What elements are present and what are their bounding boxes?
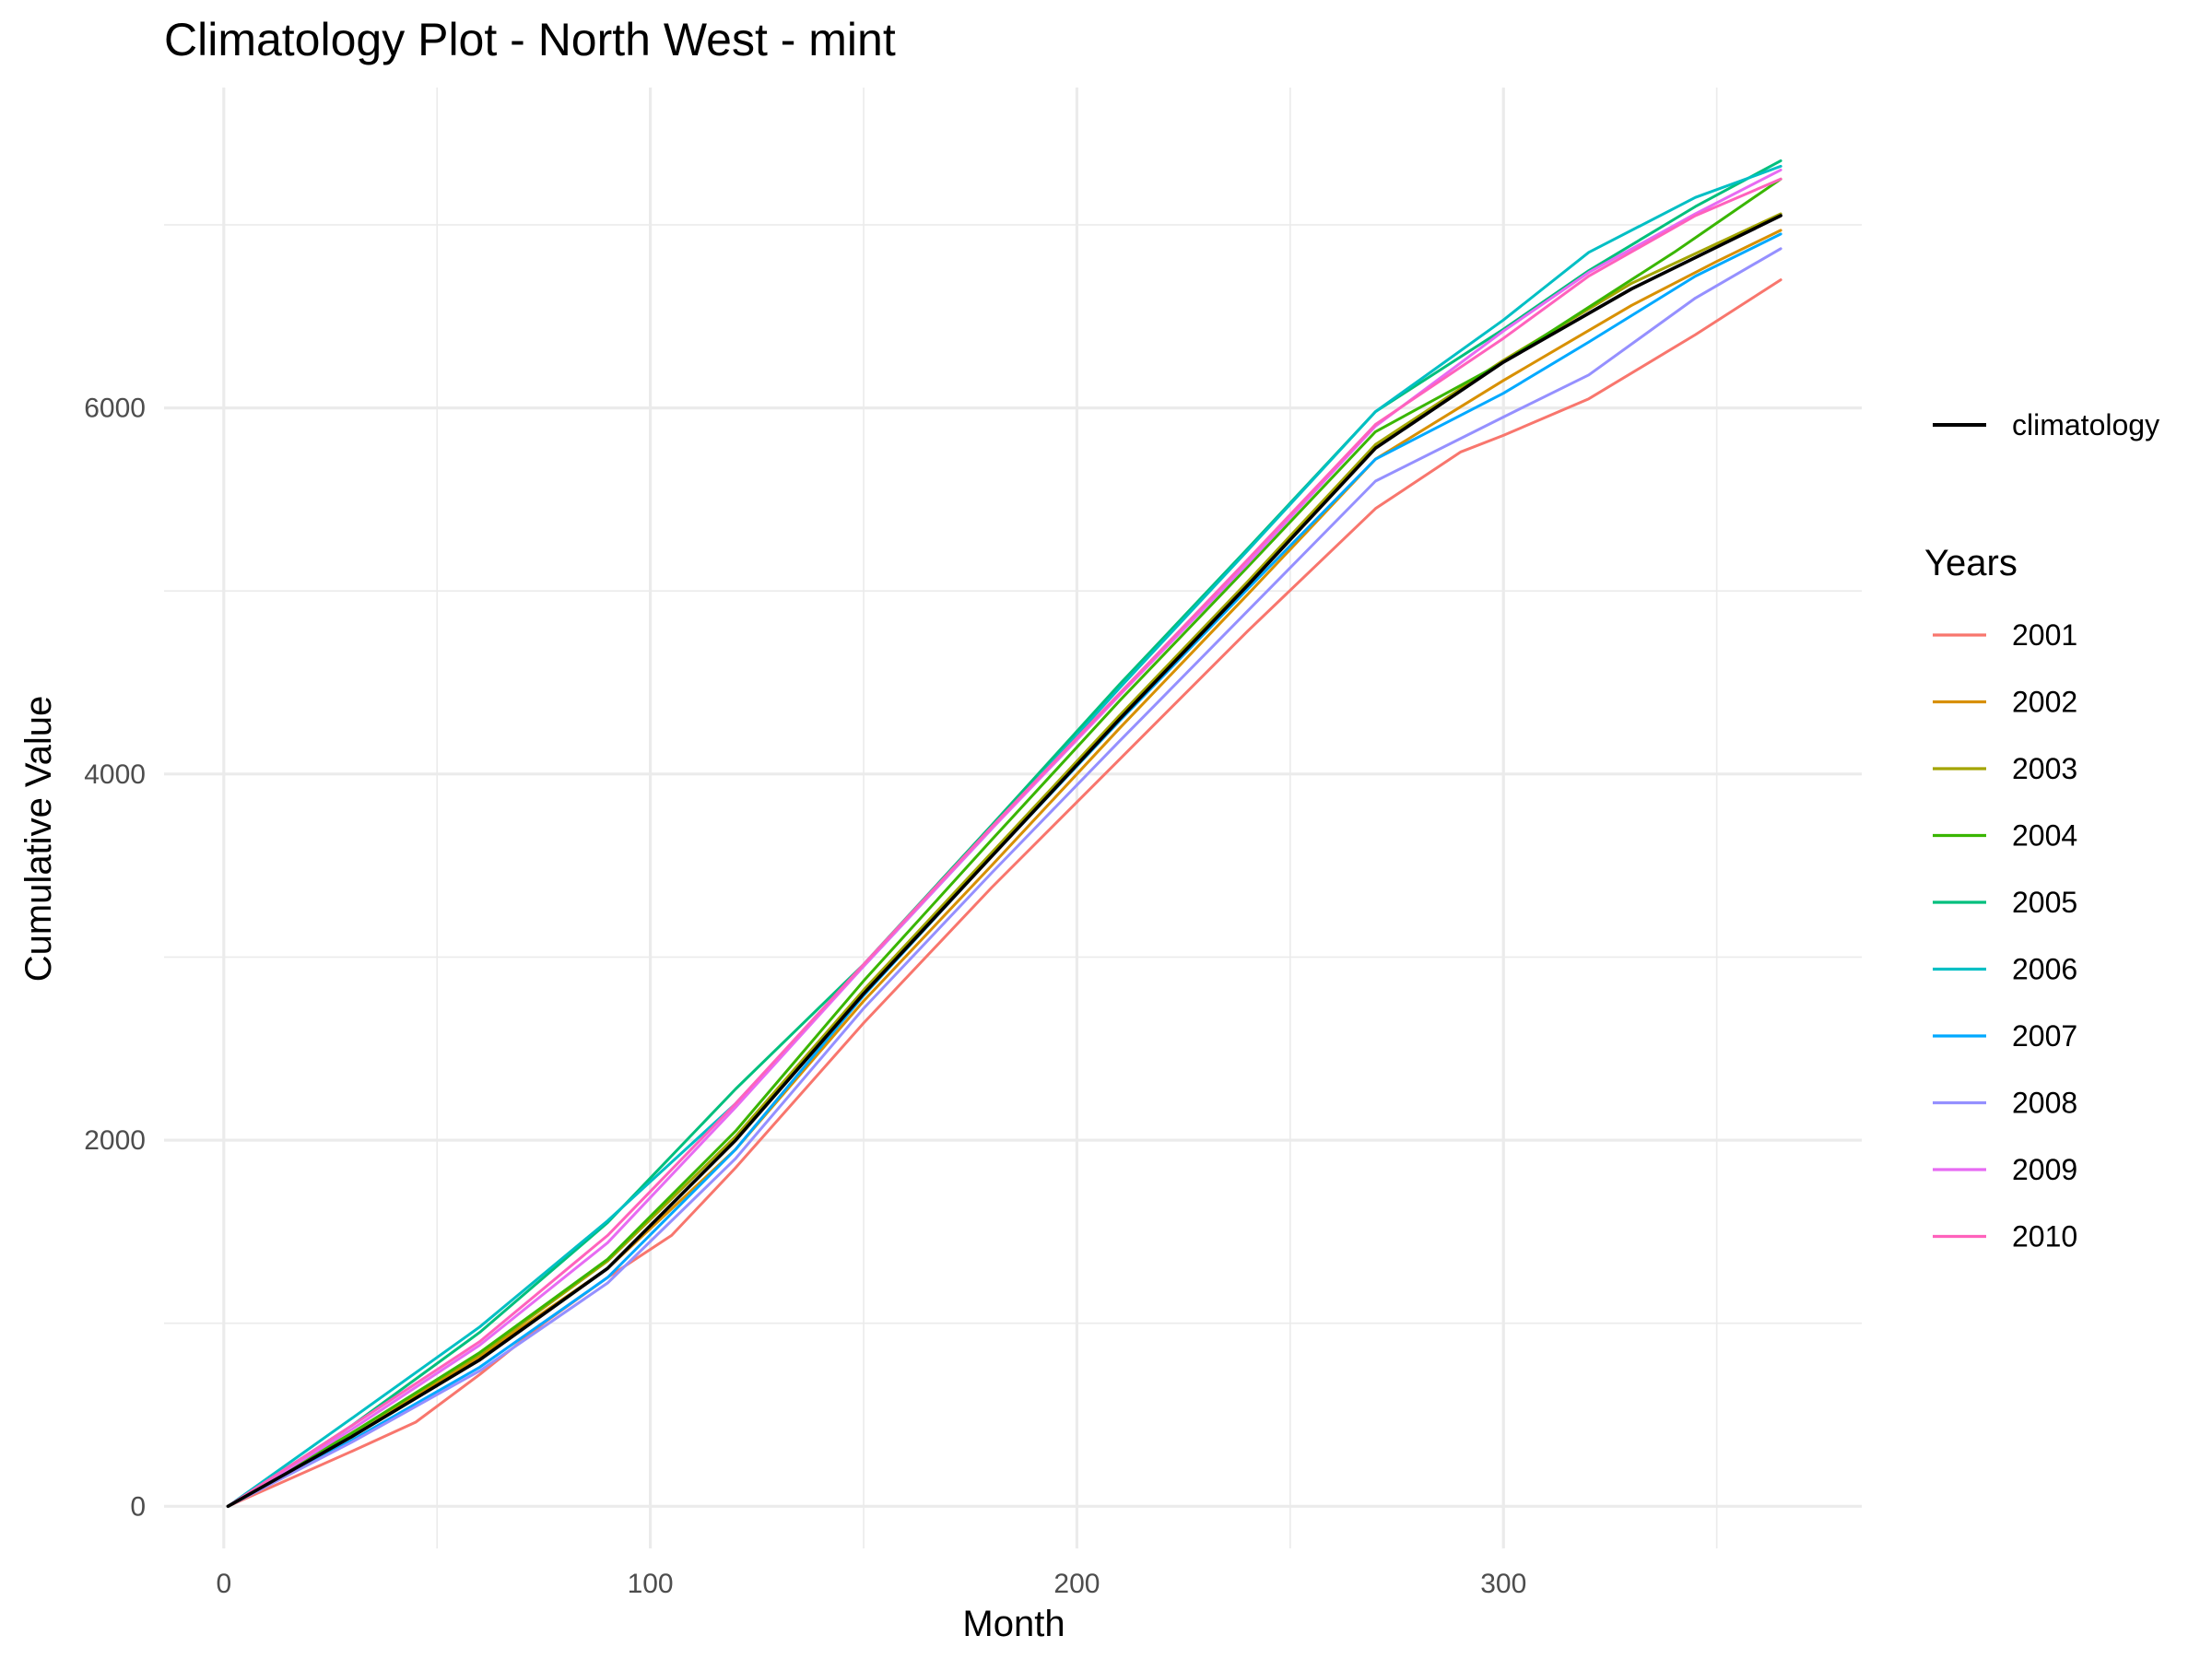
legend-label-2009: 2009 — [2012, 1153, 2077, 1186]
y-tick-label: 4000 — [84, 759, 146, 790]
x-tick-label: 100 — [628, 1569, 674, 1599]
legend-label-2002: 2002 — [2012, 686, 2077, 719]
legend-label-2007: 2007 — [2012, 1019, 2077, 1053]
legend-title: Years — [1924, 543, 2018, 583]
legend-items: 2001 2002 2003 2004 2005 2006 2007 2008 2009 2010 — [1933, 618, 2077, 1253]
series-lines — [226, 159, 1783, 1509]
series-line-2008 — [226, 247, 1783, 1508]
legend-label-2004: 2004 — [2012, 819, 2077, 853]
y-axis-title: Cumulative Value — [18, 696, 59, 982]
y-tick-label: 0 — [130, 1491, 146, 1522]
legend-label-2005: 2005 — [2012, 886, 2077, 919]
x-tick-label: 300 — [1480, 1569, 1526, 1599]
legend-label-2001: 2001 — [2012, 618, 2077, 652]
series-line-2007 — [226, 232, 1783, 1508]
series-line-2005 — [226, 159, 1783, 1508]
y-tick-label: 6000 — [84, 394, 146, 424]
series-line-2002 — [226, 229, 1783, 1508]
legend-label-climatology: climatology — [2012, 408, 2159, 441]
x-axis-title: Month — [962, 1604, 1065, 1644]
legend-label-2008: 2008 — [2012, 1087, 2077, 1120]
y-tick-label: 2000 — [84, 1125, 146, 1156]
legend-label-2010: 2010 — [2012, 1220, 2077, 1253]
series-line-climatology — [226, 214, 1783, 1509]
x-tick-label: 0 — [216, 1569, 231, 1599]
legend-label-2006: 2006 — [2012, 953, 2077, 986]
legend: climatology Years 2001200220032004200520… — [1924, 408, 2159, 1253]
series-line-2010 — [226, 177, 1783, 1508]
x-tick-label: 200 — [1053, 1569, 1100, 1599]
x-axis-ticks: 0 100 200 300 — [216, 1569, 1526, 1599]
series-line-2004 — [226, 177, 1783, 1508]
y-axis-ticks: 0 2000 4000 6000 — [84, 394, 146, 1523]
series-line-2001 — [226, 278, 1783, 1508]
chart-title: Climatology Plot - North West - mint — [164, 14, 896, 65]
legend-label-2003: 2003 — [2012, 752, 2077, 785]
